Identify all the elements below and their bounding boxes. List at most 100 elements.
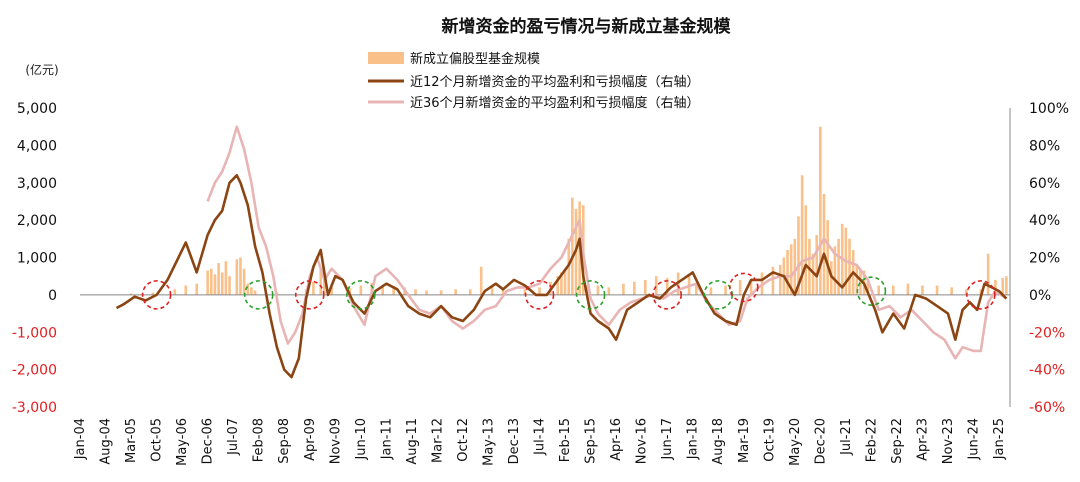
bar — [228, 276, 231, 295]
bar — [1001, 278, 1005, 295]
bar — [319, 268, 323, 295]
x-tick-label: Jan-11 — [379, 418, 394, 460]
bar — [786, 250, 789, 295]
annotation-circle — [856, 276, 887, 306]
legend: 新成立偏股型基金规模 近12个月新增资金的平均盈利和亏损幅度（右轴） 近36个月… — [368, 51, 700, 111]
bar — [129, 293, 133, 295]
bar — [501, 287, 505, 295]
bar — [964, 289, 968, 295]
bar — [323, 278, 326, 295]
annotation-circle — [575, 280, 606, 310]
bar — [891, 285, 895, 295]
bar — [571, 197, 574, 295]
x-tick-label: Nov-23 — [941, 418, 956, 464]
x-tick-label: May-13 — [482, 418, 497, 466]
bar — [563, 268, 567, 295]
bar — [822, 193, 826, 295]
bar — [224, 261, 228, 295]
annotation-circle — [294, 280, 325, 310]
right-tick-label: 60% — [1029, 176, 1060, 192]
x-tick-label: Apr-16 — [609, 418, 624, 461]
bar — [468, 289, 472, 295]
x-tick-label: Oct-19 — [762, 418, 777, 462]
bar — [695, 285, 698, 295]
bar — [242, 268, 246, 295]
x-tick-label: Sep-15 — [584, 418, 599, 464]
bar — [800, 175, 804, 295]
bar — [877, 285, 881, 295]
x-tick-label: May-06 — [175, 418, 190, 466]
bar — [348, 288, 352, 295]
x-tick-label: Jan-18 — [686, 418, 701, 460]
x-tick-label: May-20 — [788, 418, 803, 466]
x-tick-label: Jun-17 — [660, 418, 675, 461]
x-tick-label: Apr-23 — [916, 418, 931, 461]
x-tick-label: Jun-24 — [967, 418, 982, 461]
bar — [738, 279, 742, 295]
bar — [709, 287, 713, 295]
bar — [833, 246, 837, 295]
bar — [538, 287, 541, 295]
bar — [789, 244, 793, 295]
x-tick-label: Sep-22 — [890, 418, 905, 464]
legend-label-line-36m: 近36个月新增资金的平均盈利和亏损幅度（右轴） — [410, 95, 700, 111]
right-tick-label: -60% — [1029, 400, 1065, 416]
bar — [778, 264, 782, 295]
left-tick-label: -1,000 — [12, 325, 57, 341]
x-tick-label: Apr-09 — [303, 418, 318, 461]
bar — [381, 285, 385, 295]
x-tick-label: Jun-10 — [354, 418, 369, 461]
x-tick-label: Aug-18 — [711, 418, 726, 465]
bar — [687, 274, 691, 295]
bar — [724, 285, 727, 295]
bar — [151, 292, 155, 295]
bar — [184, 285, 188, 295]
bar — [239, 257, 242, 295]
x-tick-label: Mar-19 — [737, 418, 752, 463]
bar — [607, 287, 611, 295]
annotation-circle — [652, 280, 682, 310]
right-tick-label: -20% — [1029, 325, 1065, 341]
x-tick-label: Aug-11 — [405, 418, 420, 465]
x-tick-label: Nov-09 — [328, 418, 343, 464]
left-tick-label: 1,000 — [17, 251, 57, 267]
bar — [815, 235, 819, 295]
bar — [479, 266, 483, 295]
bar — [359, 285, 363, 295]
left-tick-label: 4,000 — [17, 138, 57, 154]
annotation-circle — [141, 280, 172, 310]
annotation-circle — [243, 280, 274, 310]
bar — [213, 274, 217, 295]
x-tick-label: Jul-21 — [839, 418, 854, 456]
x-tick-label: Jul-07 — [226, 418, 241, 456]
bar — [392, 286, 395, 295]
bar — [793, 238, 797, 295]
bar — [866, 281, 870, 295]
bar — [209, 268, 213, 295]
bar — [560, 272, 563, 295]
x-tick-label: Jul-14 — [533, 418, 548, 456]
right-tick-label: 100% — [1029, 101, 1069, 117]
x-tick-label: Feb-15 — [558, 418, 573, 462]
right-tick-label: 0% — [1029, 288, 1051, 304]
x-tick-label: Dec-20 — [813, 418, 828, 464]
x-tick-label: Oct-12 — [456, 418, 471, 462]
bar — [994, 279, 997, 295]
x-tick-label: Jan-25 — [992, 418, 1007, 460]
x-tick-label: Feb-22 — [864, 418, 879, 462]
x-tick-label: Jan-04 — [73, 418, 88, 460]
x-tick-label: Mar-05 — [124, 418, 139, 463]
bar — [425, 290, 428, 295]
bar — [797, 216, 800, 295]
bar — [906, 283, 910, 295]
bar — [855, 264, 859, 295]
annotation-circle — [346, 280, 376, 310]
chart-title: 新增资金的盈亏情况与新成立基金规模 — [442, 16, 732, 37]
bar — [654, 276, 658, 295]
left-tick-label: 2,000 — [17, 213, 57, 229]
bar — [414, 289, 417, 295]
left-tick-label: -2,000 — [12, 363, 57, 379]
bar — [556, 276, 560, 295]
bar — [826, 220, 829, 295]
left-tick-label: 5,000 — [17, 101, 57, 117]
